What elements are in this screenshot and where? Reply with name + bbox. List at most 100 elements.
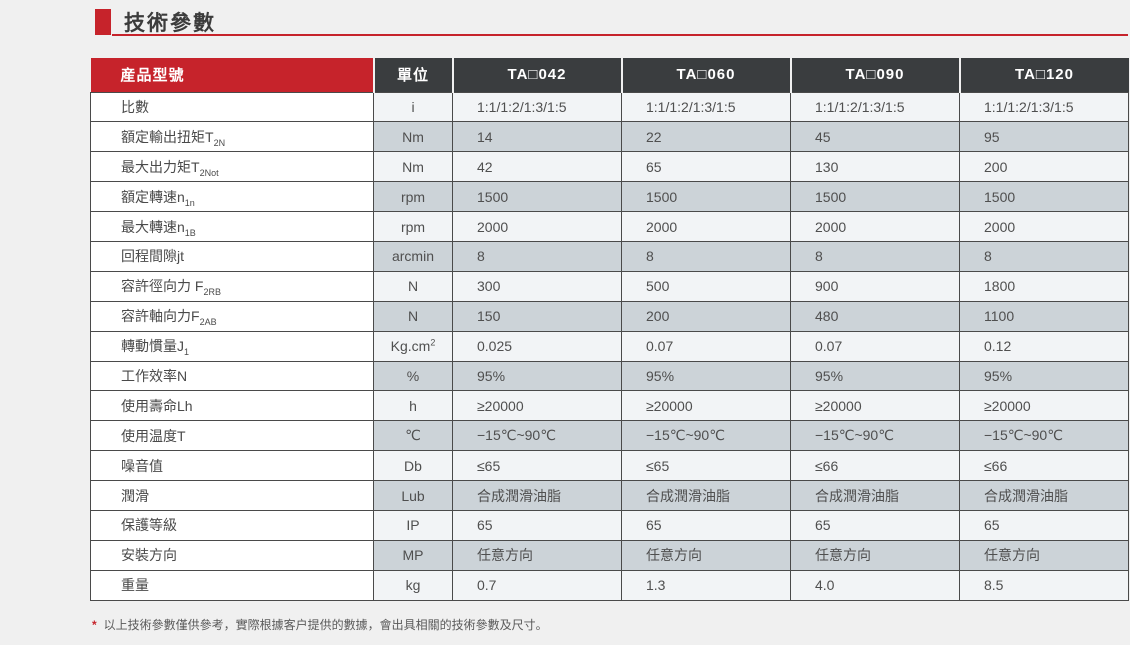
value-cell: 任意方向 bbox=[452, 539, 622, 571]
value-cell: ≥20000 bbox=[790, 390, 960, 422]
value-cell: 500 bbox=[621, 270, 791, 302]
value-cell: 900 bbox=[790, 270, 960, 302]
param-name-cell: 比數 bbox=[90, 91, 374, 123]
value-cell: 8 bbox=[452, 240, 622, 272]
unit-cell: Lub bbox=[373, 480, 453, 511]
param-name-cell: 噪音值 bbox=[90, 450, 374, 482]
footnote-asterisk: * bbox=[92, 618, 97, 632]
value-cell: 4.0 bbox=[790, 569, 960, 601]
table-row: 容許徑向力 F2RB N 300 500 900 1800 bbox=[90, 270, 1129, 302]
table-header-row: 産品型號 單位 TA□042 TA□060 TA□090 TA□120 bbox=[90, 58, 1129, 92]
value-cell: 0.7 bbox=[452, 569, 622, 601]
unit-cell: arcmin bbox=[373, 240, 453, 272]
header-product-model: 産品型號 bbox=[90, 58, 374, 92]
value-cell: ≤65 bbox=[621, 450, 791, 482]
value-cell: 任意方向 bbox=[959, 539, 1129, 571]
footnote-text: 以上技術參數僅供參考，實際根據客户提供的數據，會出具相關的技術參數及尺寸。 bbox=[103, 618, 548, 632]
unit-cell: Kg.cm2 bbox=[373, 330, 453, 362]
value-cell: 8 bbox=[790, 240, 960, 272]
unit-cell: N bbox=[373, 300, 453, 332]
header-model-ta042: TA□042 bbox=[451, 58, 622, 92]
unit-cell: Nm bbox=[373, 151, 453, 183]
table-row: 轉動慣量J1 Kg.cm2 0.025 0.07 0.07 0.12 bbox=[90, 330, 1129, 362]
value-cell: −15℃~90℃ bbox=[621, 420, 791, 452]
header-model-ta090: TA□090 bbox=[789, 58, 960, 92]
param-name-cell: 額定轉速n1n bbox=[90, 181, 374, 213]
param-name-cell: 容許軸向力F2AB bbox=[90, 300, 374, 332]
value-cell: 2000 bbox=[452, 211, 622, 242]
footnote: * 以上技術參數僅供參考，實際根據客户提供的數據，會出具相關的技術參數及尺寸。 bbox=[92, 616, 548, 633]
value-cell: 1500 bbox=[452, 181, 622, 213]
value-cell: 65 bbox=[959, 509, 1129, 541]
value-cell: 1500 bbox=[621, 181, 791, 213]
param-name-cell: 最大轉速n1B bbox=[90, 211, 374, 242]
table-row: 額定轉速n1n rpm 1500 1500 1500 1500 bbox=[90, 181, 1129, 213]
header-model-ta120: TA□120 bbox=[958, 58, 1129, 92]
value-cell: ≤65 bbox=[452, 450, 622, 482]
value-cell: 2000 bbox=[621, 211, 791, 242]
value-cell: −15℃~90℃ bbox=[790, 420, 960, 452]
unit-cell: N bbox=[373, 270, 453, 302]
value-cell: 65 bbox=[621, 151, 791, 183]
value-cell: 150 bbox=[452, 300, 622, 332]
title-underline bbox=[112, 34, 1128, 36]
unit-cell: Db bbox=[373, 450, 453, 482]
value-cell: 65 bbox=[621, 509, 791, 541]
value-cell: 1800 bbox=[959, 270, 1129, 302]
value-cell: 任意方向 bbox=[621, 539, 791, 571]
value-cell: 1500 bbox=[959, 181, 1129, 213]
table-row: 安裝方向 MP 任意方向 任意方向 任意方向 任意方向 bbox=[90, 539, 1129, 571]
table-row: 潤滑 Lub 合成潤滑油脂 合成潤滑油脂 合成潤滑油脂 合成潤滑油脂 bbox=[90, 480, 1129, 511]
param-name-cell: 保護等級 bbox=[90, 509, 374, 541]
table-row: 噪音值 Db ≤65 ≤65 ≤66 ≤66 bbox=[90, 450, 1129, 482]
table-row: 回程間隙jt arcmin 8 8 8 8 bbox=[90, 240, 1129, 272]
value-cell: 65 bbox=[452, 509, 622, 541]
value-cell: 0.07 bbox=[790, 330, 960, 362]
value-cell: 95% bbox=[452, 360, 622, 392]
value-cell: 480 bbox=[790, 300, 960, 332]
param-name-cell: 回程間隙jt bbox=[90, 240, 374, 272]
value-cell: 22 bbox=[621, 121, 791, 153]
value-cell: 2000 bbox=[790, 211, 960, 242]
value-cell: 1:1/1:2/1:3/1:5 bbox=[621, 91, 791, 123]
value-cell: 200 bbox=[621, 300, 791, 332]
value-cell: −15℃~90℃ bbox=[452, 420, 622, 452]
value-cell: ≥20000 bbox=[452, 390, 622, 422]
header-model-ta060: TA□060 bbox=[620, 58, 791, 92]
unit-cell: i bbox=[373, 91, 453, 123]
param-name-cell: 最大出力矩T2Not bbox=[90, 151, 374, 183]
param-name-cell: 安裝方向 bbox=[90, 539, 374, 571]
section-accent-bar-icon bbox=[95, 9, 111, 35]
table-row: 工作效率N% 95% 95% 95% 95% bbox=[90, 360, 1129, 392]
value-cell: ≥20000 bbox=[621, 390, 791, 422]
value-cell: 42 bbox=[452, 151, 622, 183]
value-cell: 0.07 bbox=[621, 330, 791, 362]
param-name-cell: 轉動慣量J1 bbox=[90, 330, 374, 362]
value-cell: −15℃~90℃ bbox=[959, 420, 1129, 452]
value-cell: 200 bbox=[959, 151, 1129, 183]
value-cell: 合成潤滑油脂 bbox=[452, 480, 622, 511]
unit-cell: rpm bbox=[373, 211, 453, 242]
value-cell: 95% bbox=[621, 360, 791, 392]
param-name-cell: 容許徑向力 F2RB bbox=[90, 270, 374, 302]
table-row: 使用温度T ℃ −15℃~90℃ −15℃~90℃ −15℃~90℃ −15℃~90℃ bbox=[90, 420, 1129, 452]
unit-cell: h bbox=[373, 390, 453, 422]
value-cell: ≤66 bbox=[790, 450, 960, 482]
value-cell: 1:1/1:2/1:3/1:5 bbox=[790, 91, 960, 123]
value-cell: 95% bbox=[790, 360, 960, 392]
value-cell: 130 bbox=[790, 151, 960, 183]
table-row: 容許軸向力F2AB N 150 200 480 1100 bbox=[90, 300, 1129, 332]
param-name-cell: 工作效率N bbox=[90, 360, 374, 392]
param-name-cell: 重量 bbox=[90, 569, 374, 601]
value-cell: 8.5 bbox=[959, 569, 1129, 601]
param-name-cell: 使用壽命Lh bbox=[90, 390, 374, 422]
unit-cell: Nm bbox=[373, 121, 453, 153]
value-cell: 任意方向 bbox=[790, 539, 960, 571]
value-cell: 1:1/1:2/1:3/1:5 bbox=[452, 91, 622, 123]
table-row: 保護等級 IP 65 65 65 65 bbox=[90, 509, 1129, 541]
header-unit: 單位 bbox=[372, 58, 453, 92]
value-cell: 65 bbox=[790, 509, 960, 541]
value-cell: 合成潤滑油脂 bbox=[790, 480, 960, 511]
table-row: 額定輸出扭矩T2N Nm 14 22 45 95 bbox=[90, 121, 1129, 153]
